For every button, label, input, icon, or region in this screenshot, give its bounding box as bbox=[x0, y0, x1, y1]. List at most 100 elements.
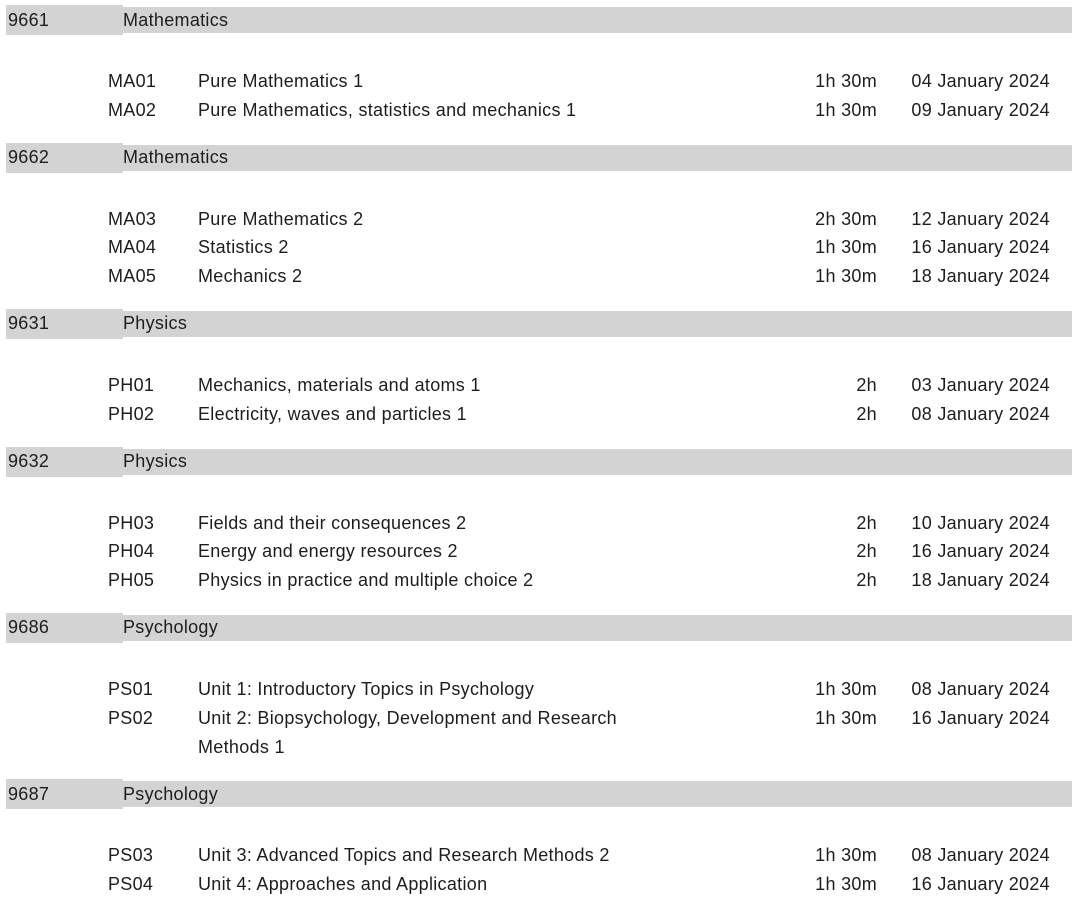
table-row: PS03 Unit 3: Advanced Topics and Researc… bbox=[108, 841, 1072, 870]
section-code: 9687 bbox=[8, 783, 50, 804]
table-row: PH03 Fields and their consequences 2 2h … bbox=[108, 509, 1072, 538]
unit-code: PS01 bbox=[108, 678, 154, 699]
section-header-band: 9631 Physics bbox=[6, 308, 1072, 339]
section-subject-cell: Physics bbox=[123, 449, 187, 475]
unit-code: MA02 bbox=[108, 99, 157, 120]
unit-code: MA01 bbox=[108, 71, 157, 91]
unit-title: Fields and their consequences 2 bbox=[198, 512, 467, 533]
section-header-band: 9687 Psychology bbox=[6, 779, 1072, 810]
section-header-band: 9632 Physics bbox=[6, 446, 1072, 477]
unit-title: Energy and energy resources 2 bbox=[198, 541, 458, 562]
unit-date: 04 January 2024 bbox=[911, 71, 1050, 91]
unit-duration: 1h 30m bbox=[815, 707, 877, 728]
subject-section: 9631 Physics PH01 Mechanics, materials a… bbox=[6, 308, 1072, 429]
unit-title: Pure Mathematics 2 bbox=[198, 208, 364, 229]
unit-date: 09 January 2024 bbox=[911, 99, 1050, 120]
unit-rows: PH01 Mechanics, materials and atoms 1 2h… bbox=[6, 337, 1072, 429]
unit-title: Statistics 2 bbox=[198, 237, 289, 258]
section-subject-cell: Mathematics bbox=[123, 145, 228, 171]
subject-section: 9632 Physics PH03 Fields and their conse… bbox=[6, 446, 1072, 595]
unit-date: 12 January 2024 bbox=[911, 208, 1050, 229]
section-code: 9661 bbox=[8, 9, 50, 30]
unit-title: Physics in practice and multiple choice … bbox=[198, 570, 534, 591]
unit-code: PH03 bbox=[108, 512, 155, 533]
section-subject-cell: Mathematics bbox=[123, 7, 228, 33]
unit-title: Electricity, waves and particles 1 bbox=[198, 403, 467, 424]
unit-date: 16 January 2024 bbox=[911, 237, 1050, 258]
section-code: 9632 bbox=[8, 451, 50, 472]
section-code-cell: 9687 bbox=[6, 779, 123, 810]
unit-code: PH01 bbox=[108, 374, 155, 395]
unit-date: 16 January 2024 bbox=[911, 707, 1050, 728]
unit-duration: 1h 30m bbox=[815, 237, 877, 258]
timetable-document: 9661 Mathematics MA01 Pure Mathematics 1… bbox=[6, 5, 1072, 899]
unit-duration: 2h 30m bbox=[815, 208, 877, 229]
table-row: PH01 Mechanics, materials and atoms 1 2h… bbox=[108, 371, 1072, 400]
table-row: PS02 Unit 2: Biopsychology, Development … bbox=[108, 704, 1072, 762]
section-header-band: 9662 Mathematics bbox=[6, 142, 1072, 173]
section-subject: Psychology bbox=[123, 783, 219, 804]
table-row: PH02 Electricity, waves and particles 1 … bbox=[108, 400, 1072, 429]
unit-date: 08 January 2024 bbox=[911, 403, 1050, 424]
section-code-cell: 9631 bbox=[6, 308, 123, 339]
section-code-cell: 9686 bbox=[6, 612, 123, 643]
unit-rows: MA03 Pure Mathematics 2 2h 30m 12 Januar… bbox=[6, 171, 1072, 291]
unit-duration: 2h bbox=[856, 374, 877, 395]
subject-section: 9662 Mathematics MA03 Pure Mathematics 2… bbox=[6, 142, 1072, 291]
unit-title: Unit 2: Biopsychology, Development and R… bbox=[198, 707, 617, 757]
unit-rows: PH03 Fields and their consequences 2 2h … bbox=[6, 475, 1072, 595]
section-subject-cell: Psychology bbox=[123, 781, 218, 807]
unit-date: 16 January 2024 bbox=[911, 874, 1050, 895]
subject-section: 9687 Psychology PS03 Unit 3: Advanced To… bbox=[6, 779, 1072, 899]
unit-duration: 2h bbox=[856, 512, 877, 533]
table-row: PH04 Energy and energy resources 2 2h 16… bbox=[108, 537, 1072, 566]
unit-code: PS02 bbox=[108, 707, 154, 728]
unit-title: Mechanics, materials and atoms 1 bbox=[198, 374, 481, 395]
unit-rows: PS03 Unit 3: Advanced Topics and Researc… bbox=[6, 807, 1072, 899]
unit-title: Unit 1: Introductory Topics in Psycholog… bbox=[198, 678, 535, 699]
unit-title: Mechanics 2 bbox=[198, 266, 303, 287]
unit-code: MA04 bbox=[108, 237, 157, 258]
subject-section: 9661 Mathematics MA01 Pure Mathematics 1… bbox=[6, 5, 1072, 125]
unit-code: MA03 bbox=[108, 208, 157, 229]
section-subject: Psychology bbox=[123, 617, 219, 638]
unit-date: 08 January 2024 bbox=[911, 678, 1050, 699]
unit-title: Pure Mathematics, statistics and mechani… bbox=[198, 99, 577, 120]
section-subject: Mathematics bbox=[123, 147, 229, 168]
section-subject-cell: Physics bbox=[123, 311, 187, 337]
table-row: MA01 Pure Mathematics 1 1h 30m 04 Januar… bbox=[108, 67, 1072, 96]
unit-code: PH05 bbox=[108, 570, 155, 591]
section-subject: Physics bbox=[123, 451, 188, 472]
unit-code: PS03 bbox=[108, 845, 154, 866]
section-code-cell: 9632 bbox=[6, 446, 123, 477]
table-row: MA04 Statistics 2 1h 30m 16 January 2024 bbox=[108, 233, 1072, 262]
unit-rows: MA01 Pure Mathematics 1 1h 30m 04 Januar… bbox=[6, 33, 1072, 125]
unit-duration: 2h bbox=[856, 541, 877, 562]
section-code: 9686 bbox=[8, 617, 50, 638]
table-row: MA05 Mechanics 2 1h 30m 18 January 2024 bbox=[108, 262, 1072, 291]
section-code-cell: 9661 bbox=[6, 5, 123, 35]
table-row: PS04 Unit 4: Approaches and Application … bbox=[108, 870, 1072, 899]
unit-duration: 1h 30m bbox=[815, 99, 877, 120]
unit-code: PH02 bbox=[108, 403, 155, 424]
unit-code: MA05 bbox=[108, 266, 157, 287]
unit-duration: 2h bbox=[856, 570, 877, 591]
unit-duration: 1h 30m bbox=[815, 678, 877, 699]
unit-title: Unit 3: Advanced Topics and Research Met… bbox=[198, 845, 610, 866]
unit-code: PS04 bbox=[108, 874, 154, 895]
unit-title: Unit 4: Approaches and Application bbox=[198, 874, 488, 895]
unit-title: Pure Mathematics 1 bbox=[198, 71, 364, 91]
unit-date: 18 January 2024 bbox=[911, 570, 1050, 591]
unit-duration: 2h bbox=[856, 403, 877, 424]
unit-code: PH04 bbox=[108, 541, 155, 562]
unit-duration: 1h 30m bbox=[815, 266, 877, 287]
section-subject-cell: Psychology bbox=[123, 615, 218, 641]
section-code-cell: 9662 bbox=[6, 142, 123, 173]
unit-duration: 1h 30m bbox=[815, 71, 877, 91]
subject-section: 9686 Psychology PS01 Unit 1: Introductor… bbox=[6, 612, 1072, 762]
section-subject: Physics bbox=[123, 313, 188, 334]
table-row: PH05 Physics in practice and multiple ch… bbox=[108, 566, 1072, 595]
unit-date: 03 January 2024 bbox=[911, 374, 1050, 395]
section-header-band: 9686 Psychology bbox=[6, 612, 1072, 643]
